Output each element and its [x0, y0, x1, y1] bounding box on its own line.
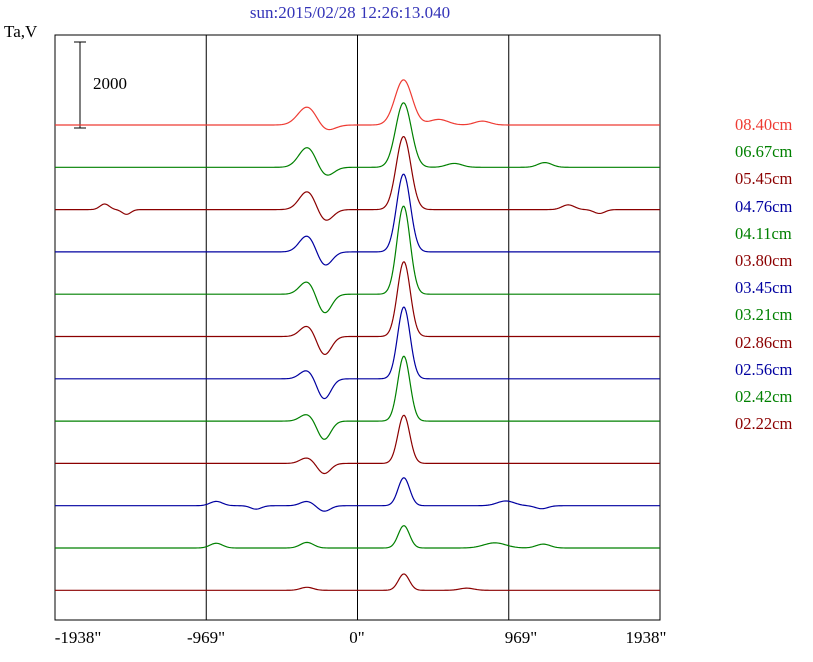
trace-04.11cm: [55, 205, 660, 314]
trace-08.40cm: [55, 79, 660, 131]
legend-item-04.76cm: 04.76cm: [735, 196, 793, 216]
x-tick-1938: 1938": [625, 628, 667, 647]
trace-02.42cm: [55, 525, 660, 549]
plot-title: sun:2015/02/28 12:26:13.040: [249, 3, 451, 22]
trace-02.22cm: [55, 573, 660, 591]
trace-06.67cm: [55, 102, 660, 176]
x-tick-969: 969": [504, 628, 538, 647]
x-tick-0: 0": [349, 628, 365, 647]
scale-bar-label: 2000: [93, 74, 127, 93]
legend-item-03.45cm: 03.45cm: [735, 278, 793, 298]
legend-item-06.67cm: 06.67cm: [735, 142, 793, 162]
trace-03.45cm: [55, 306, 660, 400]
legend-item-03.21cm: 03.21cm: [735, 305, 793, 325]
legend-item-03.80cm: 03.80cm: [735, 251, 793, 271]
x-tick--969: -969": [186, 628, 226, 647]
trace-04.76cm: [55, 173, 660, 266]
wavelength-legend: 08.40cm 06.67cm 05.45cm 04.76cm 04.11cm 03.80…: [735, 111, 813, 437]
x-tick--1938: -1938": [54, 628, 102, 647]
y-axis-label: Ta,V: [4, 22, 38, 41]
trace-05.45cm: [55, 136, 660, 221]
trace-02.56cm: [55, 477, 660, 512]
legend-item-05.45cm: 05.45cm: [735, 169, 793, 189]
legend-item-02.86cm: 02.86cm: [735, 332, 793, 352]
legend-item-02.42cm: 02.42cm: [735, 387, 793, 407]
legend-item-02.56cm: 02.56cm: [735, 359, 793, 379]
legend-item-08.40cm: 08.40cm: [735, 115, 793, 134]
legend-item-02.22cm: 02.22cm: [735, 414, 793, 434]
legend-item-04.11cm: 04.11cm: [735, 223, 792, 243]
trace-03.80cm: [55, 261, 660, 356]
trace-02.86cm: [55, 414, 660, 475]
trace-03.21cm: [55, 355, 660, 440]
